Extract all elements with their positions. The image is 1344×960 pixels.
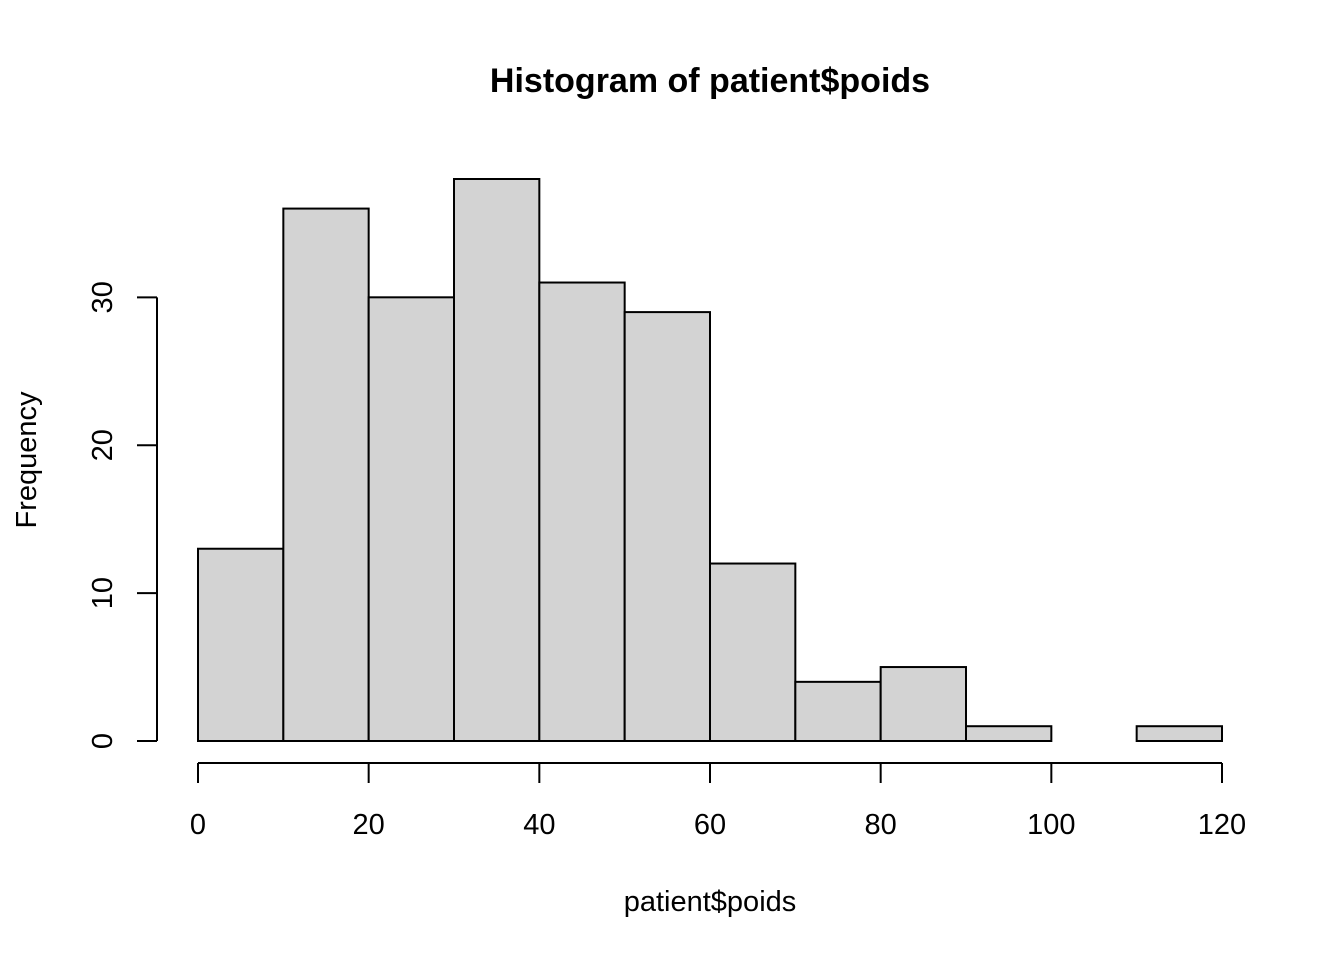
x-tick-label-2: 40: [523, 809, 555, 841]
histogram-bar-7: [794, 680, 882, 742]
histogram-bar-1: [282, 207, 370, 743]
x-tick-label-4: 80: [865, 809, 897, 841]
histogram-bar-9: [965, 725, 1053, 742]
chart-title: Histogram of patient$poids: [490, 62, 930, 100]
y-tick-label-1: 10: [87, 577, 119, 609]
x-tick-label-0: 0: [190, 809, 206, 841]
y-tick-label-2: 20: [87, 429, 119, 461]
x-tick-label-5: 100: [1027, 809, 1075, 841]
histogram-bar-3: [453, 178, 541, 742]
histogram-bar-8: [879, 666, 968, 742]
y-tick-label-3: 30: [87, 281, 119, 313]
x-axis: 0 20 40 60 80 100 120: [190, 762, 1246, 841]
y-axis-label: Frequency: [11, 391, 43, 529]
histogram-bar-6: [709, 562, 797, 742]
bars-group: [197, 178, 1223, 743]
y-tick-label-0: 0: [87, 733, 119, 749]
histogram-bar-5: [623, 311, 712, 742]
histogram-bar-0: [197, 547, 285, 742]
histogram-bar-2: [367, 296, 455, 742]
y-axis: 0 10 20 30: [87, 281, 158, 749]
x-tick-label-3: 60: [694, 809, 726, 841]
histogram-bar-11: [1135, 725, 1223, 742]
x-tick-label-6: 120: [1198, 809, 1246, 841]
x-tick-label-1: 20: [353, 809, 385, 841]
x-axis-label: patient$poids: [624, 886, 797, 918]
histogram-bar-4: [538, 281, 626, 742]
